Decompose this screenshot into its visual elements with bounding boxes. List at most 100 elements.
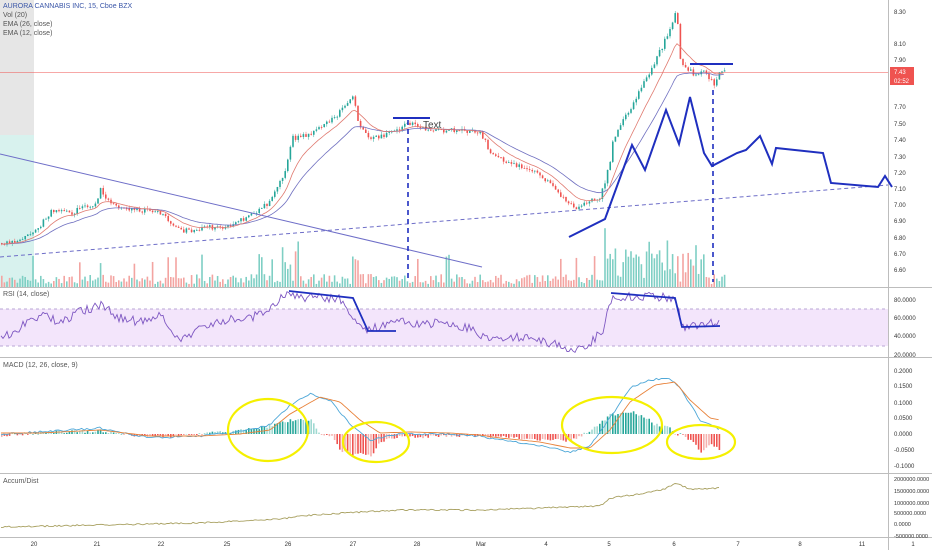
macd-hist-bar — [474, 434, 476, 438]
candle-body — [630, 109, 632, 113]
macd-hist-bar — [526, 434, 528, 439]
macd-hist-bar — [167, 434, 169, 437]
highlight-circle-1[interactable] — [226, 397, 310, 463]
projection-path[interactable] — [568, 96, 893, 238]
candle-body — [479, 131, 481, 134]
volume-bar — [380, 282, 383, 287]
candle-body — [97, 198, 99, 204]
macd-hist-bar — [396, 434, 398, 438]
volume-bar — [224, 283, 227, 287]
candle-body — [417, 124, 419, 127]
price-tick-label: 7.70 — [894, 105, 906, 111]
volume-bar — [536, 277, 539, 287]
volume-bar — [97, 277, 99, 287]
candle-body — [526, 168, 528, 170]
candle-body — [435, 129, 437, 131]
volume-bar — [393, 276, 396, 287]
volume-bar — [266, 280, 268, 287]
rsi-tick-label: 60.0000 — [894, 316, 916, 322]
macd-hist-bar — [177, 434, 180, 436]
ad-axis[interactable]: 2000000.0000 1500000.0000 1000000.0000 5000… — [894, 477, 929, 540]
macd-hist-bar — [242, 429, 245, 434]
volume-bar — [144, 279, 146, 287]
time-axis[interactable]: 20 21 22 25 26 27 28 Mar 4 5 6 7 8 11 1 — [31, 542, 916, 548]
ad-legend[interactable]: Accum/Dist — [3, 478, 39, 485]
trend-line-down[interactable] — [0, 153, 483, 268]
macd-axis[interactable]: 0.2000 0.1500 0.1000 0.0500 0.0000 -0.0500 -0.… — [894, 369, 915, 470]
price-axis[interactable]: 8.30 8.10 7.90 7.70 7.50 7.40 7.30 7.20 7.10 7.00… — [894, 10, 906, 274]
macd-hist-bar — [515, 434, 518, 437]
macd-hist-bar — [690, 434, 692, 440]
macd-hist-bar — [562, 434, 565, 441]
macd-hist-bar — [632, 411, 635, 434]
candle-body — [643, 81, 645, 88]
volume-bar — [237, 282, 240, 287]
symbol-title[interactable]: AURORA CANNABIS INC, 15, Cboe BZX — [3, 3, 133, 10]
candle-body — [497, 155, 500, 158]
candle-body — [300, 135, 302, 137]
macd-hist-bar — [333, 434, 336, 441]
candle-body — [318, 127, 320, 130]
volume-bar — [479, 274, 481, 287]
macd-hist-bar — [547, 434, 549, 440]
volume-bar — [320, 277, 323, 287]
candle-body — [440, 129, 442, 130]
candle-body — [198, 229, 201, 231]
highlight-circle-2[interactable] — [341, 420, 411, 464]
candle-body — [261, 208, 263, 209]
candle-body — [531, 170, 533, 172]
rsi-axis[interactable]: 80.0000 60.0000 40.0000 20.0000 — [894, 298, 916, 359]
macd-hist-bar — [705, 434, 708, 448]
volume-bar — [705, 277, 708, 287]
macd-hist-bar — [110, 431, 112, 434]
macd-hist-bar — [164, 434, 167, 437]
volume-bar — [640, 264, 643, 287]
macd-hist-bar — [81, 430, 84, 434]
candle-body — [419, 126, 422, 128]
time-tick-label: 25 — [224, 542, 231, 548]
study-ema12[interactable]: EMA (12, close) — [3, 30, 53, 37]
macd-hist-bar — [141, 434, 143, 436]
candle-body — [427, 129, 429, 131]
macd-hist-bar — [523, 434, 526, 440]
study-ema26[interactable]: EMA (26, close) — [3, 21, 53, 28]
candle-body — [266, 203, 268, 206]
macd-highlights[interactable] — [226, 395, 737, 464]
candle-body — [326, 121, 328, 125]
macd-hist-bar — [320, 434, 323, 435]
candle-body — [245, 217, 247, 221]
candle-body — [274, 191, 276, 197]
volume-bar — [235, 277, 237, 287]
trend-line-up-dashed[interactable] — [0, 184, 889, 258]
macd-hist-bar — [287, 422, 289, 434]
candle-body — [294, 135, 297, 140]
macd-hist-bar — [149, 434, 151, 437]
time-tick-label: 21 — [94, 542, 101, 548]
candle-body — [583, 202, 585, 206]
rsi-drawing-1[interactable] — [288, 290, 396, 332]
volume-bar — [141, 278, 143, 287]
annotation-text[interactable]: Text — [423, 120, 442, 131]
candle-body — [268, 200, 271, 206]
rsi-legend[interactable]: RSI (14, close) — [3, 291, 50, 298]
volume-bar — [53, 280, 55, 287]
macd-hist-bar — [284, 422, 286, 434]
macd-legend[interactable]: MACD (12, 26, close, 9) — [3, 362, 78, 369]
candle-body — [401, 126, 403, 131]
macd-hist-bar — [151, 434, 154, 437]
highlight-circle-4[interactable] — [665, 423, 737, 461]
volume-bar — [203, 280, 206, 287]
ad-tick-label: 500000.0000 — [894, 511, 926, 517]
macd-hist-bar — [42, 432, 45, 434]
study-vol[interactable]: Vol (20) — [3, 12, 28, 19]
highlight-circle-3[interactable] — [560, 395, 664, 455]
candle-body — [6, 241, 8, 245]
macd-hist-bar — [300, 418, 302, 434]
candle-body — [185, 228, 188, 233]
macd-hist-bar — [71, 430, 73, 434]
rsi-drawing-2[interactable] — [610, 292, 721, 328]
volume-bar — [484, 282, 487, 287]
macd-hist-bar — [344, 434, 346, 452]
user-drawings[interactable] — [0, 63, 893, 332]
